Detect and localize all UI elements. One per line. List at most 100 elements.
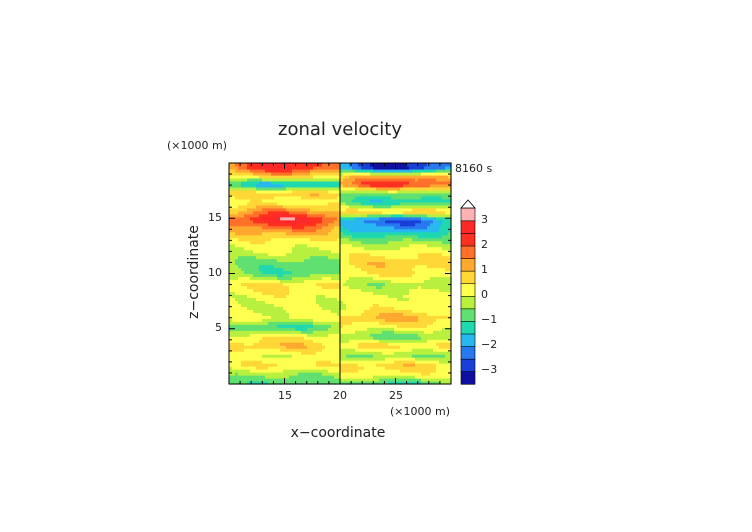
field-cell [418, 315, 422, 319]
field-cell [304, 342, 308, 346]
field-cell [400, 321, 404, 325]
field-cell [247, 276, 251, 281]
field-cell [343, 363, 347, 367]
field-cell [229, 279, 233, 284]
field-cell [304, 303, 308, 307]
field-cell [427, 306, 431, 310]
field-cell [382, 342, 386, 346]
field-cell [412, 174, 416, 179]
field-cell [340, 234, 344, 239]
field-cell [331, 163, 335, 167]
field-cell [415, 201, 419, 206]
field-cell [334, 327, 338, 331]
field-cell [382, 378, 386, 382]
field-cell [400, 189, 404, 194]
field-cell [349, 222, 353, 227]
field-cell [307, 267, 311, 272]
field-cell [397, 297, 401, 301]
field-cell [241, 276, 245, 281]
field-cell [400, 216, 404, 221]
field-cell [322, 177, 326, 182]
field-cell [262, 306, 266, 310]
field-cell [322, 369, 326, 373]
field-cell [415, 306, 419, 310]
field-cell [262, 246, 266, 251]
field-cell [286, 180, 290, 185]
field-cell [424, 315, 428, 319]
field-cell [334, 234, 338, 239]
field-cell [394, 237, 398, 242]
field-cell [229, 231, 233, 236]
field-cell [244, 360, 248, 364]
field-cell [406, 195, 410, 200]
field-cell [364, 285, 368, 290]
field-cell [382, 348, 386, 352]
field-cell [391, 216, 395, 221]
field-cell [376, 342, 380, 346]
field-cell [361, 366, 365, 370]
field-cell [400, 279, 404, 284]
field-cell [316, 201, 320, 206]
field-cell [262, 327, 266, 331]
field-cell [412, 381, 416, 385]
field-cell [394, 324, 398, 328]
field-cell [292, 163, 296, 167]
field-cell [283, 258, 287, 263]
field-cell [313, 252, 317, 257]
field-cell [355, 291, 359, 296]
field-cell [358, 258, 362, 263]
field-cell [289, 225, 293, 230]
field-cell [337, 195, 341, 200]
field-cell [253, 294, 257, 298]
field-cell [394, 309, 398, 313]
field-cell [241, 288, 245, 293]
field-cell [403, 309, 407, 313]
field-cell [373, 225, 377, 230]
field-cell [430, 366, 434, 370]
field-cell [424, 306, 428, 310]
field-cell [295, 222, 299, 227]
field-cell [394, 336, 398, 340]
field-cell [421, 252, 425, 257]
field-cell [382, 213, 386, 218]
field-cell [265, 360, 269, 364]
field-cell [268, 369, 272, 373]
field-cell [259, 333, 263, 337]
field-cell [232, 246, 236, 251]
field-cell [406, 165, 410, 170]
field-cell [289, 360, 293, 364]
field-cell [250, 363, 254, 367]
field-cell [352, 183, 356, 188]
field-cell [427, 165, 431, 170]
field-cell [382, 294, 386, 298]
field-cell [397, 315, 401, 319]
field-cell [319, 381, 323, 385]
field-cell [397, 183, 401, 188]
field-cell [340, 330, 344, 334]
field-cell [268, 318, 272, 322]
field-cell [283, 294, 287, 298]
field-cell [415, 234, 419, 239]
field-cell [385, 225, 389, 230]
field-cell [394, 318, 398, 322]
field-cell [400, 381, 404, 385]
field-cell [289, 324, 293, 328]
field-cell [340, 366, 344, 370]
field-cell [427, 237, 431, 242]
field-cell [382, 163, 386, 167]
field-cell [280, 279, 284, 284]
field-cell [319, 225, 323, 230]
field-cell [253, 363, 257, 367]
field-cell [349, 333, 353, 337]
field-cell [406, 378, 410, 382]
field-cell [418, 171, 422, 176]
field-cell [325, 309, 329, 313]
field-cell [373, 372, 377, 376]
field-cell [415, 165, 419, 170]
field-cell [376, 333, 380, 337]
field-cell [367, 360, 371, 364]
field-cell [400, 174, 404, 179]
field-cell [259, 312, 263, 316]
field-cell [409, 249, 413, 254]
field-cell [409, 252, 413, 257]
